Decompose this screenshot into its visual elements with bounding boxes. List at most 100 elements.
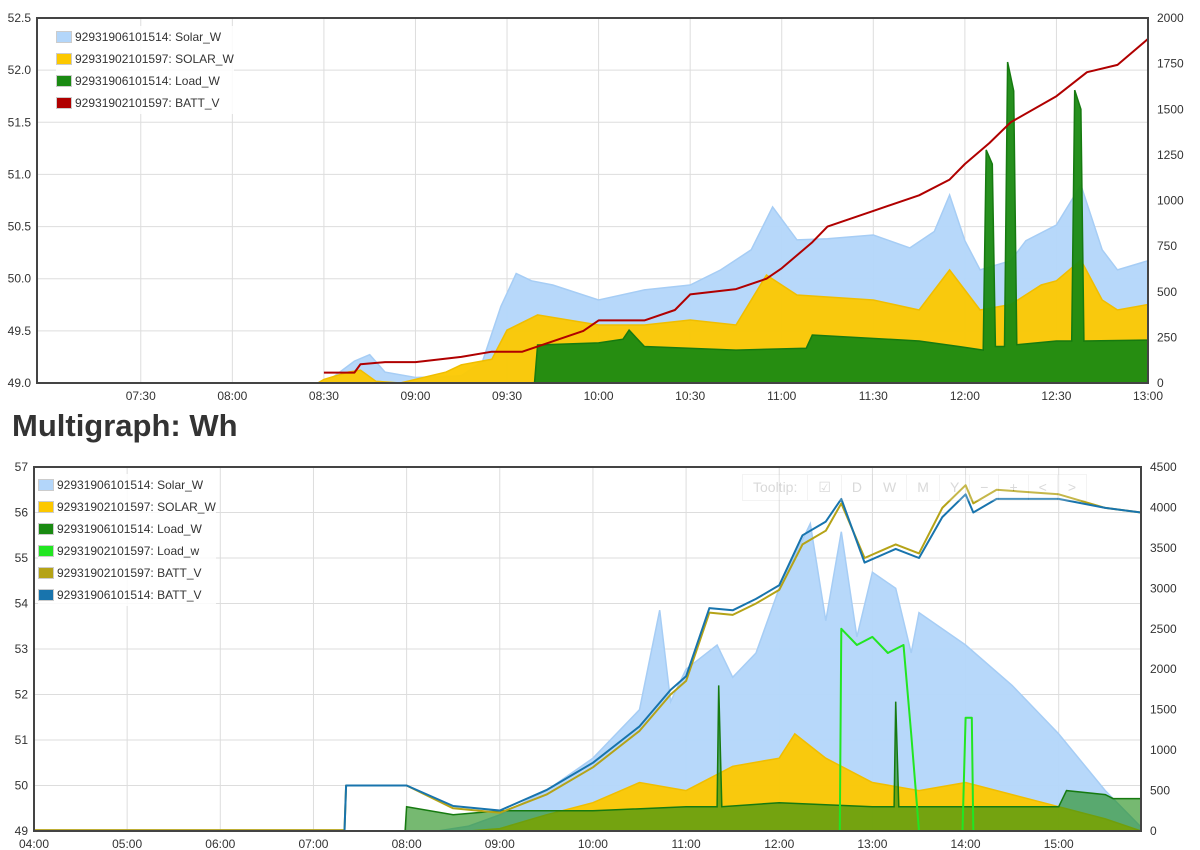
x-axis-tick-label: 15:00 xyxy=(1044,837,1074,850)
right-axis-tick-label: 2000 xyxy=(1157,11,1184,25)
legend-item[interactable]: 92931902101597: BATT_V xyxy=(38,562,216,584)
x-axis-tick-label: 11:30 xyxy=(859,389,888,403)
legend-item[interactable]: 92931906101514: Solar_W xyxy=(56,26,234,48)
chart1-legend: 92931906101514: Solar_W 92931902101597: S… xyxy=(56,26,234,114)
right-axis-tick-label: 2500 xyxy=(1150,622,1177,636)
right-axis-tick-label: 4000 xyxy=(1150,500,1177,514)
zoom-out-button[interactable]: − xyxy=(969,474,1000,501)
legend-label: 92931906101514: Load_W xyxy=(75,74,220,88)
legend-item[interactable]: 92931906101514: BATT_V xyxy=(38,584,216,606)
chart-toolbar: Tooltip: ☑ D W M Y − + < > xyxy=(742,474,1088,501)
right-axis-tick-label: 3500 xyxy=(1150,541,1177,555)
page-title: Multigraph: Wh xyxy=(12,408,238,443)
prev-button[interactable]: < xyxy=(1027,474,1058,501)
series-load-w-2-2-area xyxy=(405,685,1142,831)
right-axis-tick-label: 500 xyxy=(1150,784,1170,798)
next-button[interactable]: > xyxy=(1056,474,1088,501)
legend-label: 92931902101597: BATT_V xyxy=(57,566,202,580)
right-axis-tick-label: 4500 xyxy=(1150,460,1177,474)
series-load-w-1-2-line xyxy=(533,61,1149,384)
tooltip-label: Tooltip: xyxy=(742,474,809,501)
right-axis-tick-label: 2000 xyxy=(1150,662,1177,676)
left-axis-tick-label: 50.0 xyxy=(8,272,32,286)
series-load-w-2-3-line xyxy=(34,627,1141,832)
plot-frame xyxy=(36,17,1149,384)
x-axis-tick-label: 07:30 xyxy=(126,389,156,403)
x-axis-tick-label: 12:00 xyxy=(950,389,980,403)
legend-label: 92931906101514: BATT_V xyxy=(57,588,202,602)
left-axis-tick-label: 50 xyxy=(15,779,29,793)
range-year-button[interactable]: Y xyxy=(938,474,971,501)
x-axis-tick-label: 09:30 xyxy=(492,389,522,403)
legend-item[interactable]: 92931906101514: Load_W xyxy=(38,518,216,540)
x-axis-tick-label: 09:00 xyxy=(400,389,430,403)
series-solar-w-2-1-line xyxy=(468,732,1142,832)
x-axis-tick-label: 11:00 xyxy=(767,389,796,403)
plot-frame xyxy=(33,466,1142,832)
left-axis-tick-label: 51.0 xyxy=(8,167,32,181)
x-axis-tick-label: 04:00 xyxy=(19,837,49,850)
x-axis-tick-label: 10:00 xyxy=(578,837,608,850)
x-axis-tick-label: 12:30 xyxy=(1041,389,1071,403)
left-axis-tick-label: 56 xyxy=(15,506,29,520)
left-axis-tick-label: 52 xyxy=(15,688,29,702)
x-axis-tick-label: 11:00 xyxy=(672,837,701,850)
tooltip-checkbox[interactable]: ☑ xyxy=(807,474,842,501)
legend-swatch xyxy=(56,31,72,43)
left-axis-tick-label: 51.5 xyxy=(8,115,32,129)
zoom-in-button[interactable]: + xyxy=(998,474,1029,501)
right-axis-tick-label: 1250 xyxy=(1157,148,1184,162)
series-batt-v-1-3-line xyxy=(323,38,1149,374)
legend-item[interactable]: 92931906101514: Load_W xyxy=(56,70,234,92)
legend-item[interactable]: 92931902101597: BATT_V xyxy=(56,92,234,114)
left-axis-tick-label: 57 xyxy=(15,460,29,474)
legend-item[interactable]: 92931902101597: Load_w xyxy=(38,540,216,562)
right-axis-tick-label: 0 xyxy=(1157,376,1164,390)
legend-label: 92931906101514: Load_W xyxy=(57,522,202,536)
x-axis-tick-label: 06:00 xyxy=(205,837,235,850)
x-axis-tick-label: 09:00 xyxy=(485,837,515,850)
left-axis-tick-label: 50.5 xyxy=(8,220,32,234)
legend-item[interactable]: 92931902101597: SOLAR_W xyxy=(56,48,234,70)
x-axis-tick-label: 14:00 xyxy=(951,837,981,850)
x-axis-tick-label: 10:30 xyxy=(675,389,705,403)
legend-label: 92931906101514: Solar_W xyxy=(75,30,222,44)
left-axis-tick-label: 49.0 xyxy=(8,376,32,390)
legend-label: 92931902101597: BATT_V xyxy=(75,96,220,110)
legend-item[interactable]: 92931906101514: Solar_W xyxy=(38,474,216,496)
range-week-button[interactable]: W xyxy=(872,474,908,501)
series-solar-w-2-0-line xyxy=(437,521,1142,832)
legend-swatch xyxy=(38,523,54,535)
x-axis-tick-label: 12:00 xyxy=(764,837,794,850)
legend-label: 92931902101597: SOLAR_W xyxy=(57,500,216,514)
x-axis-tick-label: 05:00 xyxy=(112,837,142,850)
legend-label: 92931902101597: Load_w xyxy=(57,544,200,558)
right-axis-tick-label: 1000 xyxy=(1157,194,1184,208)
x-axis-tick-label: 08:00 xyxy=(392,837,422,850)
right-axis-tick-label: 750 xyxy=(1157,239,1177,253)
left-axis-tick-label: 51 xyxy=(15,733,29,747)
right-axis-tick-label: 1750 xyxy=(1157,57,1184,71)
right-axis-tick-label: 250 xyxy=(1157,330,1177,344)
left-axis-tick-label: 52.5 xyxy=(8,11,32,25)
x-axis-tick-label: 08:30 xyxy=(309,389,339,403)
range-month-button[interactable]: M xyxy=(906,474,940,501)
x-axis-tick-label: 13:00 xyxy=(857,837,887,850)
right-axis-tick-label: 1500 xyxy=(1150,703,1177,717)
legend-swatch xyxy=(56,53,72,65)
legend-swatch xyxy=(56,97,72,109)
chart2-legend: 92931906101514: Solar_W 92931902101597: S… xyxy=(38,474,216,606)
legend-swatch xyxy=(38,545,54,557)
x-axis-tick-label: 08:00 xyxy=(217,389,247,403)
series-batt-v-2-4-line xyxy=(34,484,1142,832)
right-axis-tick-label: 3000 xyxy=(1150,581,1177,595)
left-axis-tick-label: 53 xyxy=(15,642,29,656)
range-day-button[interactable]: D xyxy=(840,474,874,501)
legend-swatch xyxy=(56,75,72,87)
right-axis-tick-label: 500 xyxy=(1157,285,1177,299)
x-axis-tick-label: 10:00 xyxy=(584,389,614,403)
legend-swatch xyxy=(38,501,54,513)
legend-item[interactable]: 92931902101597: SOLAR_W xyxy=(38,496,216,518)
right-axis-tick-label: 1500 xyxy=(1157,102,1184,116)
